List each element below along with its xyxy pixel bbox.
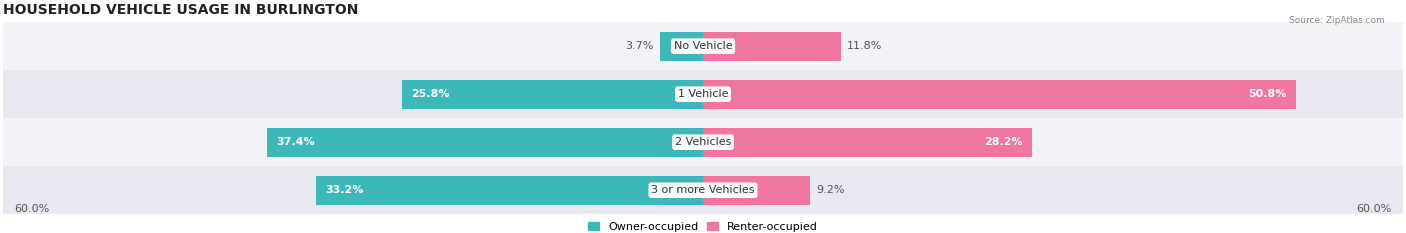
Text: 33.2%: 33.2% bbox=[325, 185, 363, 195]
Text: 25.8%: 25.8% bbox=[411, 89, 450, 99]
Text: 60.0%: 60.0% bbox=[14, 204, 49, 214]
Bar bbox=[659, 32, 703, 61]
Bar bbox=[3, 22, 1403, 70]
Text: 11.8%: 11.8% bbox=[846, 41, 882, 51]
Text: 9.2%: 9.2% bbox=[817, 185, 845, 195]
Text: HOUSEHOLD VEHICLE USAGE IN BURLINGTON: HOUSEHOLD VEHICLE USAGE IN BURLINGTON bbox=[3, 3, 359, 17]
Bar bbox=[703, 32, 841, 61]
Bar bbox=[402, 80, 703, 109]
Text: 1 Vehicle: 1 Vehicle bbox=[678, 89, 728, 99]
Text: 3 or more Vehicles: 3 or more Vehicles bbox=[651, 185, 755, 195]
Text: 28.2%: 28.2% bbox=[984, 137, 1022, 147]
Bar bbox=[3, 70, 1403, 118]
Text: 60.0%: 60.0% bbox=[1357, 204, 1392, 214]
Text: 2 Vehicles: 2 Vehicles bbox=[675, 137, 731, 147]
Text: 37.4%: 37.4% bbox=[276, 137, 315, 147]
Text: No Vehicle: No Vehicle bbox=[673, 41, 733, 51]
Bar bbox=[3, 118, 1403, 166]
Text: 3.7%: 3.7% bbox=[626, 41, 654, 51]
Bar bbox=[703, 128, 1032, 157]
Text: Source: ZipAtlas.com: Source: ZipAtlas.com bbox=[1289, 16, 1385, 25]
Bar bbox=[267, 128, 703, 157]
Bar bbox=[703, 176, 810, 205]
Bar bbox=[703, 80, 1296, 109]
Text: 50.8%: 50.8% bbox=[1249, 89, 1286, 99]
Bar bbox=[3, 166, 1403, 214]
Legend: Owner-occupied, Renter-occupied: Owner-occupied, Renter-occupied bbox=[588, 222, 818, 232]
Bar bbox=[315, 176, 703, 205]
